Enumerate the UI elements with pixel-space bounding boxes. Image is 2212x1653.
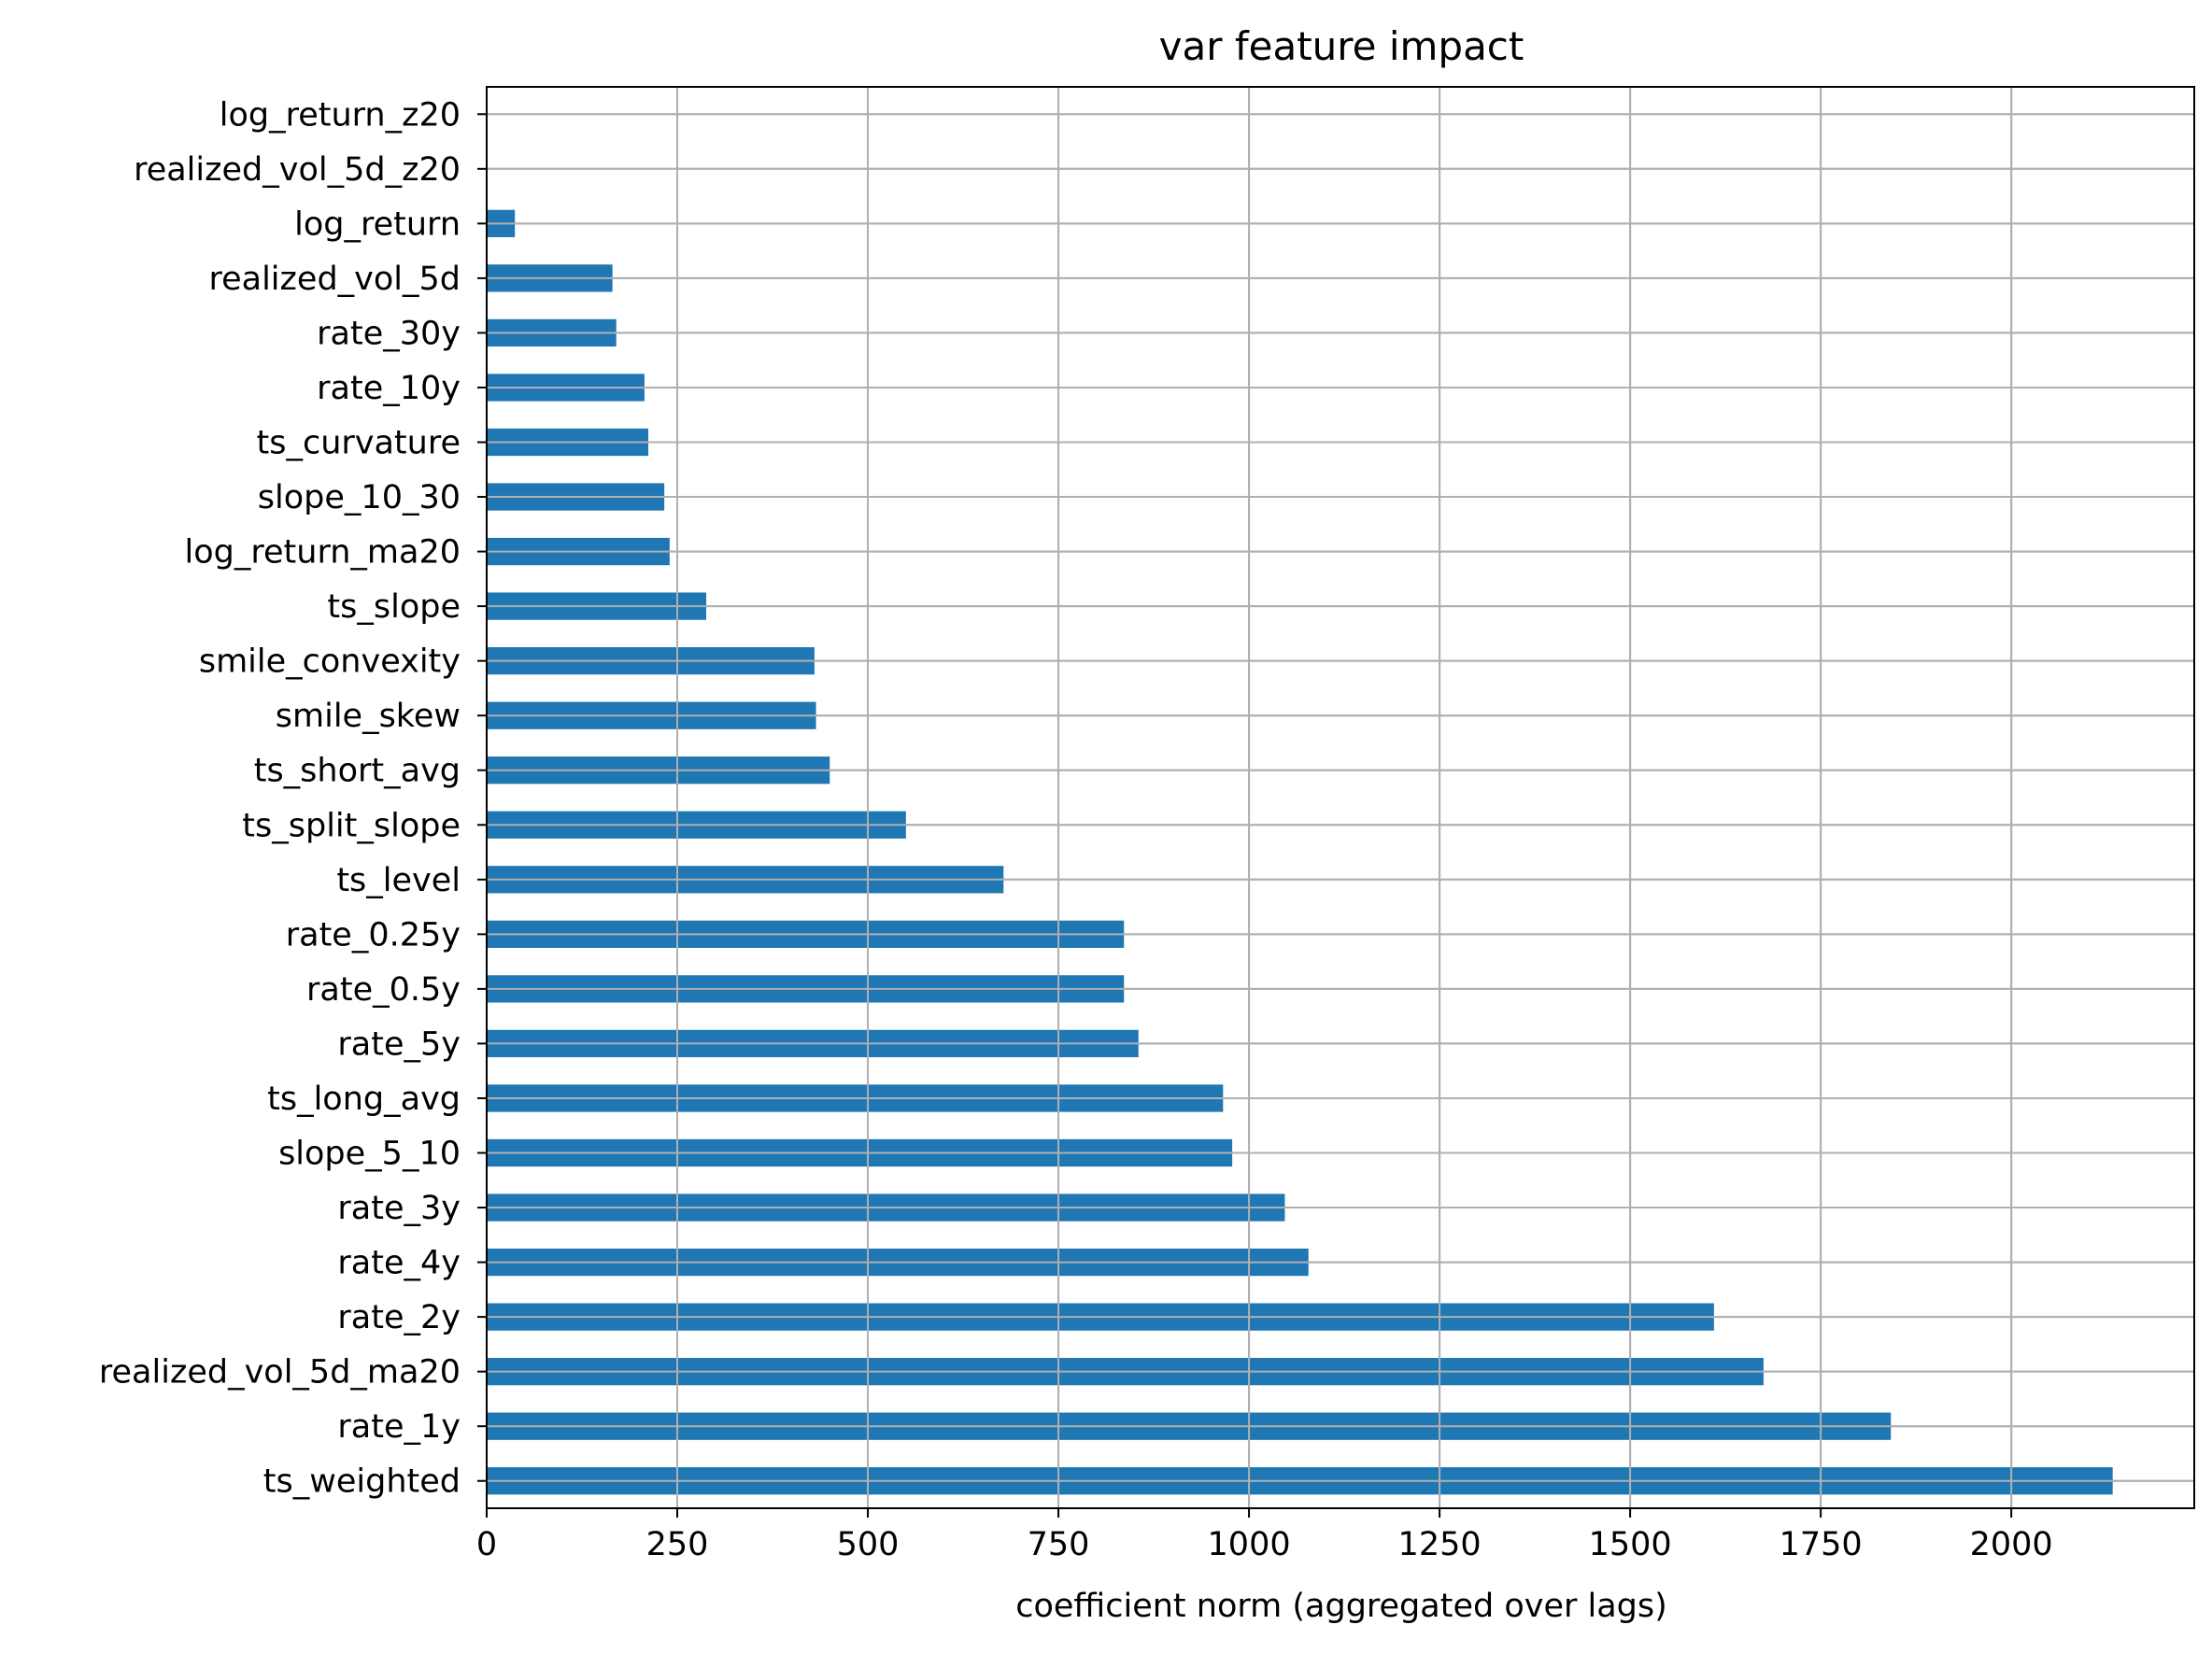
y-tick-label: realized_vol_5d [208, 261, 461, 298]
y-tick-label: log_return [294, 205, 461, 243]
y-tick-label: rate_30y [317, 315, 461, 352]
x-axis-label: coefficient norm (aggregated over lags) [1015, 1588, 1667, 1625]
grid-lines-over [486, 87, 2194, 1508]
y-tick-label: realized_vol_5d_z20 [134, 151, 461, 189]
y-tick-label: rate_4y [337, 1245, 461, 1282]
y-tick-label: realized_vol_5d_ma20 [99, 1354, 461, 1392]
y-tick-label: smile_skew [276, 698, 461, 735]
y-tick-label: ts_slope [327, 588, 461, 626]
x-tick-label: 1500 [1589, 1526, 1672, 1563]
y-tick-label: ts_split_slope [242, 807, 461, 844]
y-tick-label: ts_weighted [263, 1463, 461, 1501]
x-tick-label: 500 [837, 1526, 900, 1563]
y-tick-label: rate_10y [317, 370, 461, 407]
x-tick-label: 1000 [1208, 1526, 1291, 1563]
y-tick-label: ts_level [336, 862, 461, 899]
x-tick-label: 1750 [1780, 1526, 1863, 1563]
y-tick-label: log_return_ma20 [185, 534, 461, 572]
y-tick-label: smile_convexity [199, 643, 461, 681]
y-tick-label: slope_10_30 [258, 479, 461, 516]
y-tick-label: rate_0.25y [286, 916, 461, 954]
x-tick-label: 250 [646, 1526, 709, 1563]
y-tick-label: rate_1y [337, 1408, 461, 1446]
x-tick-label: 750 [1028, 1526, 1090, 1563]
y-tick-label: rate_0.5y [306, 971, 461, 1009]
y-tick-label: slope_5_10 [278, 1136, 461, 1173]
y-tick-label: rate_3y [337, 1190, 461, 1227]
chart-title: var feature impact [1159, 23, 1524, 69]
y-tick-label: ts_long_avg [267, 1081, 461, 1118]
x-axis-ticks: 0 250 500 750 1000 1250 1500 1750 2000 [476, 1508, 2053, 1563]
y-tick-label: log_return_z20 [220, 96, 461, 134]
y-tick-label: ts_curvature [257, 425, 461, 462]
y-tick-label: rate_5y [337, 1025, 461, 1063]
x-tick-label: 2000 [1970, 1526, 2053, 1563]
x-tick-label: 1250 [1398, 1526, 1482, 1563]
y-tick-label: ts_short_avg [254, 753, 461, 790]
y-axis-ticks: log_return_z20 realized_vol_5d_z20 log_ret… [99, 96, 487, 1501]
x-tick-label: 0 [476, 1526, 497, 1563]
y-tick-label: rate_2y [337, 1299, 461, 1336]
plot-frame [486, 86, 2195, 1509]
